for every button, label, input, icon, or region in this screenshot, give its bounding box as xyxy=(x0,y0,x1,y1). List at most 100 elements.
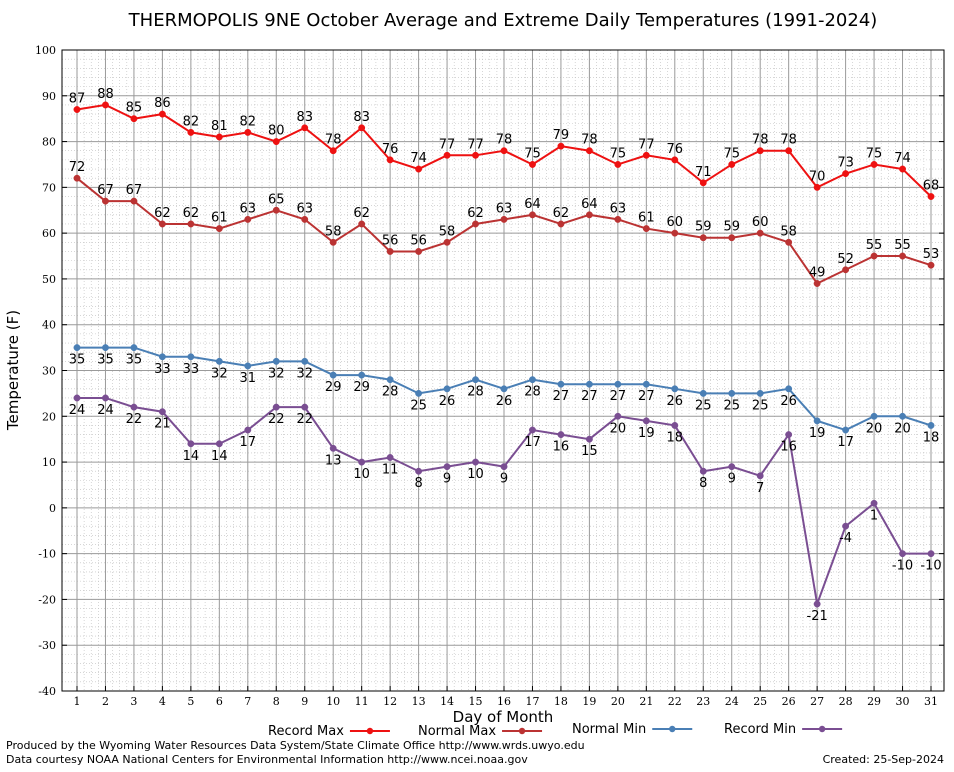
data-label-record-min: 24 xyxy=(97,403,114,418)
data-point-normal-max xyxy=(415,248,423,255)
data-point-normal-min xyxy=(699,389,707,397)
data-point-normal-min xyxy=(557,380,565,388)
data-point-normal-min xyxy=(927,421,935,429)
data-point-normal-min xyxy=(73,344,81,352)
data-label-normal-min: 33 xyxy=(183,362,200,377)
data-label-record-min: 8 xyxy=(414,476,422,491)
data-point-record-max xyxy=(244,128,252,136)
data-point-normal-max xyxy=(130,197,138,205)
data-point-record-min xyxy=(500,463,508,471)
data-label-normal-max: 61 xyxy=(638,211,655,226)
data-label-record-max: 78 xyxy=(752,133,769,148)
data-point-normal-max xyxy=(557,220,565,228)
data-point-normal-max xyxy=(500,215,508,223)
data-label-record-min: 16 xyxy=(780,440,797,455)
legend-label-normal-min: Normal Min xyxy=(572,722,646,737)
data-label-normal-max: 64 xyxy=(581,197,598,212)
footer-credit-producer: Produced by the Wyoming Water Resources … xyxy=(6,739,585,752)
data-point-normal-max xyxy=(301,215,309,223)
data-point-record-max xyxy=(301,124,309,132)
data-label-record-max: 79 xyxy=(553,128,570,143)
data-point-normal-max xyxy=(102,197,109,205)
y-tick-label: 40 xyxy=(42,319,56,332)
data-label-normal-max: 63 xyxy=(240,201,257,216)
x-tick-label: 27 xyxy=(810,695,824,708)
data-point-normal-min xyxy=(785,385,793,393)
x-tick-label: 9 xyxy=(301,695,308,708)
footer-credit-data: Data courtesy NOAA National Centers for … xyxy=(6,753,528,766)
y-tick-label: 0 xyxy=(49,502,56,515)
data-label-normal-max: 56 xyxy=(410,233,427,248)
data-label-record-min: 14 xyxy=(183,449,200,464)
data-label-normal-max: 55 xyxy=(894,238,911,253)
data-label-normal-min: 26 xyxy=(780,394,797,409)
data-point-normal-min xyxy=(614,380,622,388)
data-label-record-max: 77 xyxy=(467,137,484,152)
data-label-record-min: 21 xyxy=(154,417,171,432)
data-label-normal-max: 62 xyxy=(183,206,200,221)
data-point-record-max xyxy=(386,156,394,164)
x-tick-label: 5 xyxy=(187,695,194,708)
legend-marker-record-max xyxy=(366,727,374,735)
legend-marker-normal-min xyxy=(669,725,676,733)
data-point-record-min xyxy=(386,454,394,461)
data-point-record-max xyxy=(472,151,479,159)
data-label-normal-min: 29 xyxy=(325,380,342,395)
data-label-normal-min: 35 xyxy=(126,353,143,368)
data-label-normal-max: 60 xyxy=(752,215,769,230)
data-label-normal-min: 29 xyxy=(353,380,370,395)
data-label-record-max: 83 xyxy=(353,110,370,125)
data-label-normal-min: 31 xyxy=(240,371,257,386)
data-point-record-min xyxy=(443,463,451,471)
data-point-record-max xyxy=(130,115,138,123)
data-point-record-min xyxy=(642,417,650,425)
data-point-normal-max xyxy=(329,238,337,246)
data-label-normal-max: 63 xyxy=(496,201,513,216)
x-tick-label: 14 xyxy=(440,695,454,708)
data-label-normal-min: 27 xyxy=(581,389,598,404)
data-label-record-min: 22 xyxy=(296,412,313,427)
legend-marker-record-min xyxy=(818,725,826,733)
data-label-normal-min: 20 xyxy=(894,421,911,436)
x-tick-label: 11 xyxy=(355,695,369,708)
data-point-normal-max xyxy=(244,215,252,223)
data-point-normal-min xyxy=(642,380,650,388)
data-label-normal-max: 58 xyxy=(325,224,342,239)
data-label-record-max: 73 xyxy=(837,156,854,171)
y-tick-label: 20 xyxy=(42,410,56,423)
data-label-record-max: 81 xyxy=(211,119,228,134)
data-point-record-min xyxy=(557,431,565,439)
data-label-record-max: 86 xyxy=(154,96,171,111)
data-point-record-max xyxy=(102,101,109,109)
x-tick-label: 4 xyxy=(159,695,166,708)
x-tick-label: 13 xyxy=(412,695,426,708)
data-label-record-max: 78 xyxy=(496,133,513,148)
data-point-record-max xyxy=(358,124,366,132)
data-point-normal-max xyxy=(899,252,906,260)
data-point-record-min xyxy=(728,463,736,471)
data-point-normal-min xyxy=(899,412,906,420)
data-point-normal-min xyxy=(158,353,166,361)
y-tick-label: 60 xyxy=(42,227,56,240)
data-point-record-max xyxy=(557,142,565,150)
data-point-record-max xyxy=(585,147,593,155)
data-label-normal-max: 59 xyxy=(723,220,740,235)
data-point-normal-max xyxy=(443,238,451,246)
data-point-normal-min xyxy=(187,353,195,361)
data-label-record-min: 11 xyxy=(382,462,399,477)
data-label-record-min: 13 xyxy=(325,453,342,468)
data-label-normal-min: 25 xyxy=(410,398,427,413)
footer-created-date: Created: 25-Sep-2024 xyxy=(822,753,944,766)
data-label-normal-min: 26 xyxy=(667,394,684,409)
data-point-record-max xyxy=(842,170,850,178)
data-point-normal-min xyxy=(358,371,366,379)
x-tick-label: 21 xyxy=(639,695,653,708)
data-label-normal-max: 62 xyxy=(467,206,484,221)
data-point-record-min xyxy=(187,440,195,448)
data-point-record-min xyxy=(244,426,252,434)
x-tick-label: 3 xyxy=(130,695,137,708)
data-point-normal-min xyxy=(500,385,508,393)
data-point-normal-min xyxy=(329,371,337,379)
data-point-normal-max xyxy=(529,211,536,219)
data-point-normal-min xyxy=(585,380,593,388)
